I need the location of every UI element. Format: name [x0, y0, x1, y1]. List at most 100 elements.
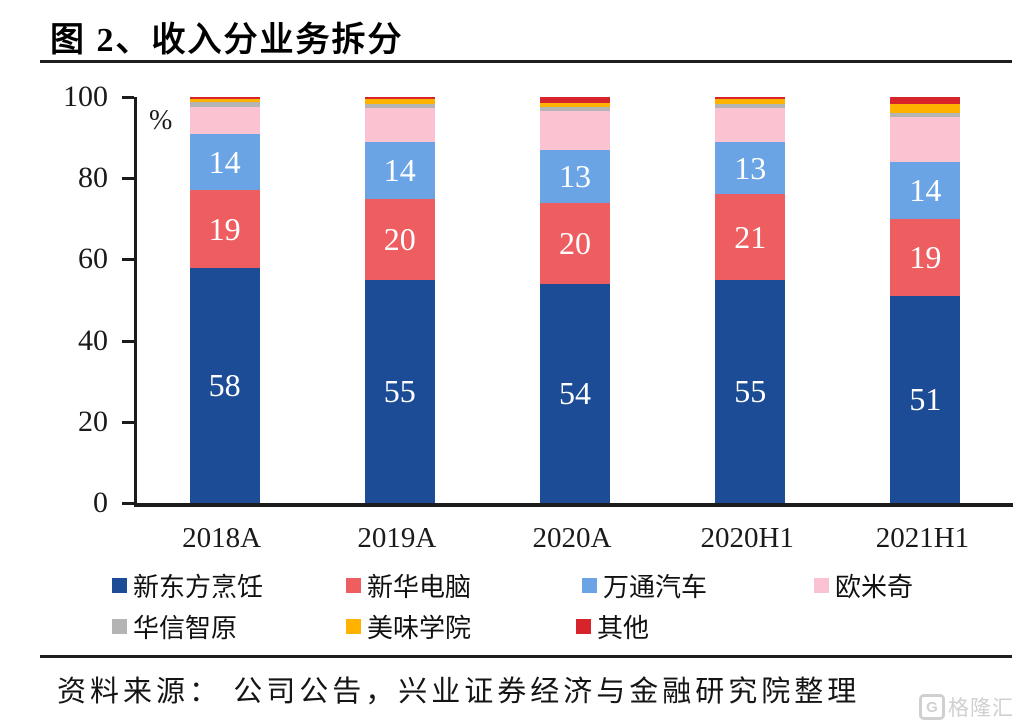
segment-万通汽车-2019A: 14: [364, 141, 435, 199]
segment-value-label: 20: [559, 225, 591, 262]
segment-华信智原-2018A: [189, 101, 260, 107]
title-underline: [40, 60, 1012, 63]
segment-美味学院-2018A: [189, 99, 260, 102]
segment-value-label: 13: [734, 150, 767, 187]
legend-item-万通汽车: 万通汽车: [582, 570, 707, 602]
segment-其他-2020A: [540, 97, 610, 103]
segment-value-label: 54: [559, 375, 591, 412]
segment-value-label: 14: [383, 152, 416, 189]
bar-column-2021H1: 51 19 14: [838, 97, 1013, 503]
segment-value-label: 14: [208, 143, 241, 180]
segment-新华电脑-2018A: 19: [189, 190, 260, 268]
segment-美味学院-2019A: [364, 99, 435, 104]
y-tick-label-60: 60: [78, 242, 108, 276]
segment-value-label: 19: [208, 210, 241, 247]
legend-item-华信智原: 华信智原: [112, 611, 237, 643]
segment-欧米奇-2019A: [364, 108, 435, 142]
segment-华信智原-2020H1: [715, 103, 786, 108]
stacked-bar-2018A: 58 19 14: [189, 97, 260, 503]
y-tick-mark-0: [122, 502, 134, 505]
legend-swatch-华信智原: [112, 618, 127, 634]
segment-欧米奇-2020H1: [715, 108, 786, 142]
segment-value-label: 55: [383, 373, 416, 410]
segment-新华电脑-2021H1: 19: [890, 218, 961, 296]
legend-item-新华电脑: 新华电脑: [346, 570, 471, 602]
legend-swatch-欧米奇: [814, 577, 829, 593]
x-tick-label-2018A: 2018A: [182, 522, 262, 554]
segment-新东方烹饪-2018A: 58: [189, 267, 260, 503]
legend-label-美味学院: 美味学院: [367, 613, 472, 643]
bar-column-2018A: 58 19 14: [137, 97, 312, 503]
x-tick-label-2021H1: 2021H1: [875, 522, 970, 554]
bar-column-2020H1: 55 21 13: [663, 97, 838, 503]
y-tick-label-20: 20: [78, 404, 108, 438]
y-tick-label-0: 0: [93, 486, 108, 519]
legend-item-欧米奇: 欧米奇: [814, 570, 913, 602]
y-tick-mark-40: [122, 339, 134, 343]
segment-欧米奇-2018A: [189, 106, 260, 134]
legend-label-新华电脑: 新华电脑: [367, 572, 472, 602]
source-note: 资料来源： 公司公告，兴业证券经济与金融研究院整理: [57, 676, 861, 708]
y-tick-label-100: 100: [63, 80, 108, 113]
segment-其他-2021H1: [890, 97, 961, 104]
segment-value-label: 20: [383, 221, 416, 258]
legend-swatch-新东方烹饪: [112, 577, 127, 593]
y-tick-label-40: 40: [78, 323, 108, 357]
legend-label-新东方烹饪: 新东方烹饪: [133, 572, 264, 602]
segment-value-label: 21: [734, 219, 767, 256]
legend-label-欧米奇: 欧米奇: [835, 572, 914, 602]
gelonghui-logo-icon: G: [919, 694, 945, 720]
segment-其他-2018A: [189, 97, 260, 100]
legend-label-万通汽车: 万通汽车: [603, 572, 708, 602]
bars: 58 19 14 55 20 14 54 20 13 55 21 13 51 19 14: [137, 97, 1013, 503]
stacked-bar-2019A: 55 20 14: [364, 97, 435, 503]
segment-新华电脑-2019A: 20: [364, 198, 435, 280]
legend-label-华信智原: 华信智原: [133, 613, 238, 643]
y-tick-mark-80: [122, 177, 134, 181]
watermark: G 格隆汇: [919, 692, 1014, 722]
y-tick-label-80: 80: [78, 161, 108, 195]
bar-column-2020A: 54 20 13: [487, 97, 662, 503]
stacked-bar-2020A: 54 20 13: [540, 97, 610, 503]
plot-area: % 58 19 14 55 20 14 54 20 13 55 21 13 51 19 14: [134, 97, 1013, 507]
segment-value-label: 55: [734, 373, 767, 410]
segment-万通汽车-2021H1: 14: [890, 162, 961, 219]
segment-value-label: 13: [559, 158, 591, 195]
y-unit-label: %: [149, 105, 173, 136]
x-tick-label-2020H1: 2020H1: [700, 522, 794, 554]
segment-华信智原-2020A: [540, 106, 610, 111]
segment-万通汽车-2020A: 13: [540, 149, 610, 203]
segment-新东方烹饪-2021H1: 51: [890, 295, 961, 503]
legend-swatch-其他: [576, 618, 591, 634]
segment-万通汽车-2018A: 14: [189, 133, 260, 191]
x-tick-label-2020A: 2020A: [532, 522, 612, 554]
legend-swatch-新华电脑: [346, 577, 361, 593]
x-tick-label-2019A: 2019A: [357, 522, 437, 554]
watermark-text: 格隆汇: [948, 697, 1014, 720]
bar-column-2019A: 55 20 14: [312, 97, 487, 503]
segment-新华电脑-2020H1: 21: [715, 194, 786, 280]
segment-value-label: 14: [909, 172, 942, 209]
segment-value-label: 51: [909, 381, 942, 418]
segment-万通汽车-2020H1: 13: [715, 141, 786, 195]
stacked-bar-2020H1: 55 21 13: [715, 97, 786, 503]
footer-divider: [40, 655, 1012, 658]
legend-item-其他: 其他: [576, 611, 649, 643]
chart: % 58 19 14 55 20 14 54 20 13 55 21 13 51 19 14 0 20 40 60…: [63, 80, 1013, 643]
legend-swatch-万通汽车: [582, 577, 597, 593]
segment-华信智原-2021H1: [890, 113, 961, 117]
segment-华信智原-2019A: [364, 103, 435, 108]
y-tick-mark-60: [122, 258, 134, 262]
segment-欧米奇-2020A: [540, 110, 610, 150]
figure-title: 图 2、收入分业务拆分: [50, 22, 404, 59]
legend-item-美味学院: 美味学院: [346, 611, 471, 643]
legend-swatch-美味学院: [346, 618, 361, 634]
segment-美味学院-2020H1: [715, 99, 786, 104]
segment-新东方烹饪-2020H1: 55: [715, 279, 786, 503]
segment-其他-2020H1: [715, 97, 786, 100]
segment-新东方烹饪-2019A: 55: [364, 279, 435, 503]
segment-新华电脑-2020A: 20: [540, 202, 610, 284]
stacked-bar-2021H1: 51 19 14: [890, 97, 961, 503]
segment-value-label: 19: [909, 239, 942, 276]
segment-欧米奇-2021H1: [890, 116, 961, 162]
